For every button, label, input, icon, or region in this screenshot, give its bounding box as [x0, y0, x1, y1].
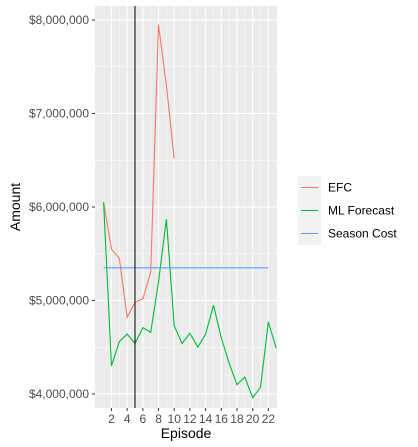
x-tick-label: 8: [155, 412, 162, 426]
y-axis-title: Amount: [7, 183, 23, 231]
x-tick-label: 22: [262, 412, 276, 426]
x-tick-label: 16: [215, 412, 229, 426]
series-line-efc: [103, 24, 175, 320]
y-axis-ticks: $4,000,000 $5,000,000 $6,000,000 $7,000,000…: [29, 13, 95, 401]
x-axis-title: Episode: [161, 425, 212, 441]
legend: EFC ML Forecast Season Cost: [298, 176, 397, 245]
x-axis-ticks: 2 4 6 8 10 12 14 16 18 20 22: [108, 408, 275, 426]
x-tick-label: 10: [168, 412, 182, 426]
legend-label: ML Forecast: [328, 204, 395, 218]
y-tick-label: $7,000,000: [29, 107, 89, 121]
y-tick-label: $8,000,000: [29, 13, 89, 27]
x-tick-label: 6: [140, 412, 147, 426]
x-tick-label: 12: [183, 412, 197, 426]
legend-label: Season Cost: [328, 227, 397, 241]
x-tick-label: 20: [246, 412, 260, 426]
y-tick-label: $4,000,000: [29, 387, 89, 401]
legend-label: EFC: [328, 181, 352, 195]
x-tick-label: 14: [199, 412, 213, 426]
y-tick-label: $5,000,000: [29, 293, 89, 307]
series-lines: [103, 24, 277, 399]
series-line-ml-forecast: [103, 202, 277, 399]
y-tick-label: $6,000,000: [29, 200, 89, 214]
major-gridlines: [95, 6, 277, 408]
x-tick-label: 4: [124, 412, 131, 426]
x-tick-label: 2: [108, 412, 115, 426]
x-tick-label: 18: [230, 412, 244, 426]
